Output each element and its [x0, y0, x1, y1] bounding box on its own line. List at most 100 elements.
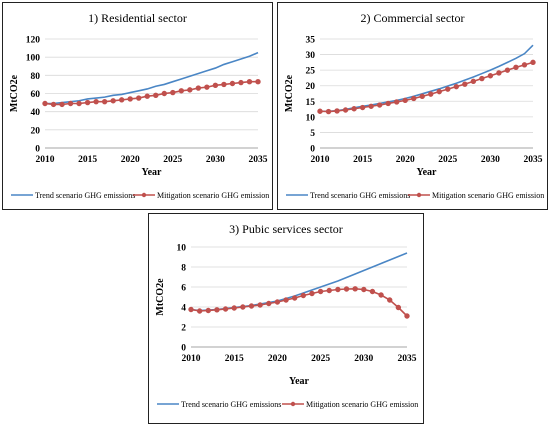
series-line-trend	[190, 252, 408, 312]
data-point	[359, 104, 366, 111]
y-tick-label: 10	[177, 244, 187, 254]
y-tick-label: 15	[306, 98, 316, 108]
legend-entry: Trend scenario GHG emissions	[310, 191, 410, 200]
y-tick-label: 60	[31, 90, 41, 100]
data-point	[153, 92, 159, 99]
data-point	[101, 98, 108, 105]
data-point	[238, 79, 244, 86]
data-point	[352, 286, 358, 292]
x-tick-label: 2020	[268, 354, 287, 364]
x-axis-title: Year	[142, 167, 163, 178]
data-point	[453, 83, 460, 90]
data-point	[222, 306, 229, 312]
data-point	[369, 288, 376, 295]
data-point	[110, 98, 116, 104]
data-point	[214, 307, 220, 313]
data-point	[504, 67, 511, 73]
data-point	[231, 305, 237, 311]
data-point	[317, 288, 324, 295]
y-tick-label: 5	[310, 129, 315, 139]
y-tick-label: 80	[31, 72, 41, 82]
data-point	[136, 95, 142, 101]
data-point	[205, 307, 211, 314]
data-point	[343, 286, 350, 292]
series-line-mitigation	[319, 61, 534, 113]
x-tick-label: 2030	[481, 155, 500, 165]
data-point	[462, 81, 468, 87]
data-point	[395, 304, 402, 311]
data-point	[144, 93, 150, 99]
commercial-chart-panel: 2) Commercial sector 0 5 10 15 20 25 30 35 2010 20…	[277, 2, 548, 210]
x-tick-label: 2015	[225, 354, 244, 364]
x-tick-label: 2020	[121, 155, 140, 165]
data-point	[178, 88, 185, 94]
legend-marker	[141, 192, 147, 198]
chart-1-svg: 1) Residential sector 0 20 40 60 80 100 120 2010…	[9, 11, 269, 200]
data-point	[317, 108, 323, 114]
y-tick-label: 0	[181, 344, 186, 354]
data-point	[212, 82, 219, 89]
data-point	[419, 93, 425, 100]
data-point	[530, 59, 536, 66]
residential-chart-panel: 1) Residential sector 0 20 40 60 80 100 120 2010…	[2, 2, 273, 210]
data-point	[342, 107, 349, 113]
public-services-chart-panel: 3) Pubic services sector 0 2 4 6 8 10 2010 2015 2…	[148, 213, 424, 424]
data-point	[521, 62, 528, 68]
series-line-trend	[45, 51, 259, 105]
x-tick-label: 2025	[311, 354, 330, 364]
data-point	[257, 302, 263, 308]
y-tick-label: 40	[31, 108, 41, 118]
data-point	[291, 295, 298, 301]
y-tick-label: 6	[181, 284, 186, 294]
data-point	[404, 313, 410, 319]
y-axis-title: MtCO2e	[284, 74, 295, 112]
data-point	[255, 78, 261, 85]
data-point	[335, 286, 341, 293]
data-point	[93, 98, 99, 105]
data-point	[59, 101, 65, 108]
data-point	[402, 97, 408, 104]
data-point	[393, 99, 400, 105]
x-tick-label: 2015	[353, 155, 372, 165]
data-point	[76, 100, 82, 107]
data-point	[325, 108, 332, 115]
y-tick-label: 20	[306, 82, 316, 92]
data-point	[229, 80, 236, 87]
data-point	[84, 99, 91, 106]
data-point	[470, 78, 477, 85]
x-tick-label: 2035	[249, 155, 268, 165]
data-point	[411, 95, 417, 102]
data-point	[326, 287, 332, 294]
y-tick-label: 120	[26, 36, 41, 46]
x-axis-title: Year	[289, 376, 310, 387]
y-tick-label: 0	[310, 145, 315, 155]
y-tick-label: 25	[306, 67, 316, 77]
y-tick-label: 0	[35, 145, 40, 155]
data-point	[188, 306, 194, 313]
data-point	[127, 96, 133, 102]
chart-title: 3) Pubic services sector	[229, 222, 343, 236]
data-point	[67, 100, 74, 107]
x-tick-label: 2020	[396, 155, 415, 165]
data-point	[445, 86, 451, 92]
data-point	[195, 85, 202, 91]
y-tick-label: 10	[306, 113, 316, 123]
x-tick-label: 2035	[398, 354, 417, 364]
chart-title: 1) Residential sector	[88, 11, 187, 25]
x-tick-label: 2030	[206, 155, 225, 165]
data-point	[513, 64, 519, 71]
data-point	[300, 292, 307, 299]
x-tick-label: 2010	[36, 155, 55, 165]
y-tick-label: 2	[181, 324, 186, 334]
data-point	[274, 299, 281, 305]
y-tick-label: 100	[26, 54, 41, 64]
y-tick-label: 35	[306, 36, 316, 46]
data-point	[479, 75, 485, 82]
y-tick-label: 30	[306, 51, 316, 61]
x-axis-title: Year	[417, 167, 438, 178]
data-point	[240, 304, 246, 310]
y-tick-label: 8	[181, 264, 186, 274]
x-tick-label: 2030	[354, 354, 373, 364]
data-point	[436, 88, 442, 95]
